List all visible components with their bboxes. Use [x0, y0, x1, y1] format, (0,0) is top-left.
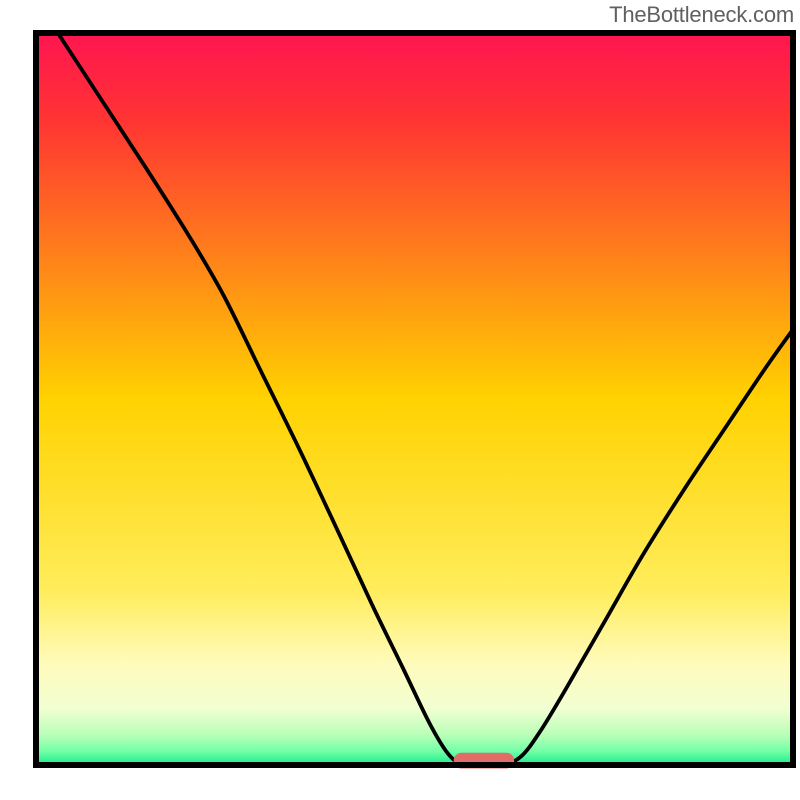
chart-frame: TheBottleneck.com: [0, 0, 800, 800]
plot-background: [33, 30, 796, 768]
bottleneck-chart: [0, 0, 800, 800]
credit-text: TheBottleneck.com: [609, 2, 794, 28]
